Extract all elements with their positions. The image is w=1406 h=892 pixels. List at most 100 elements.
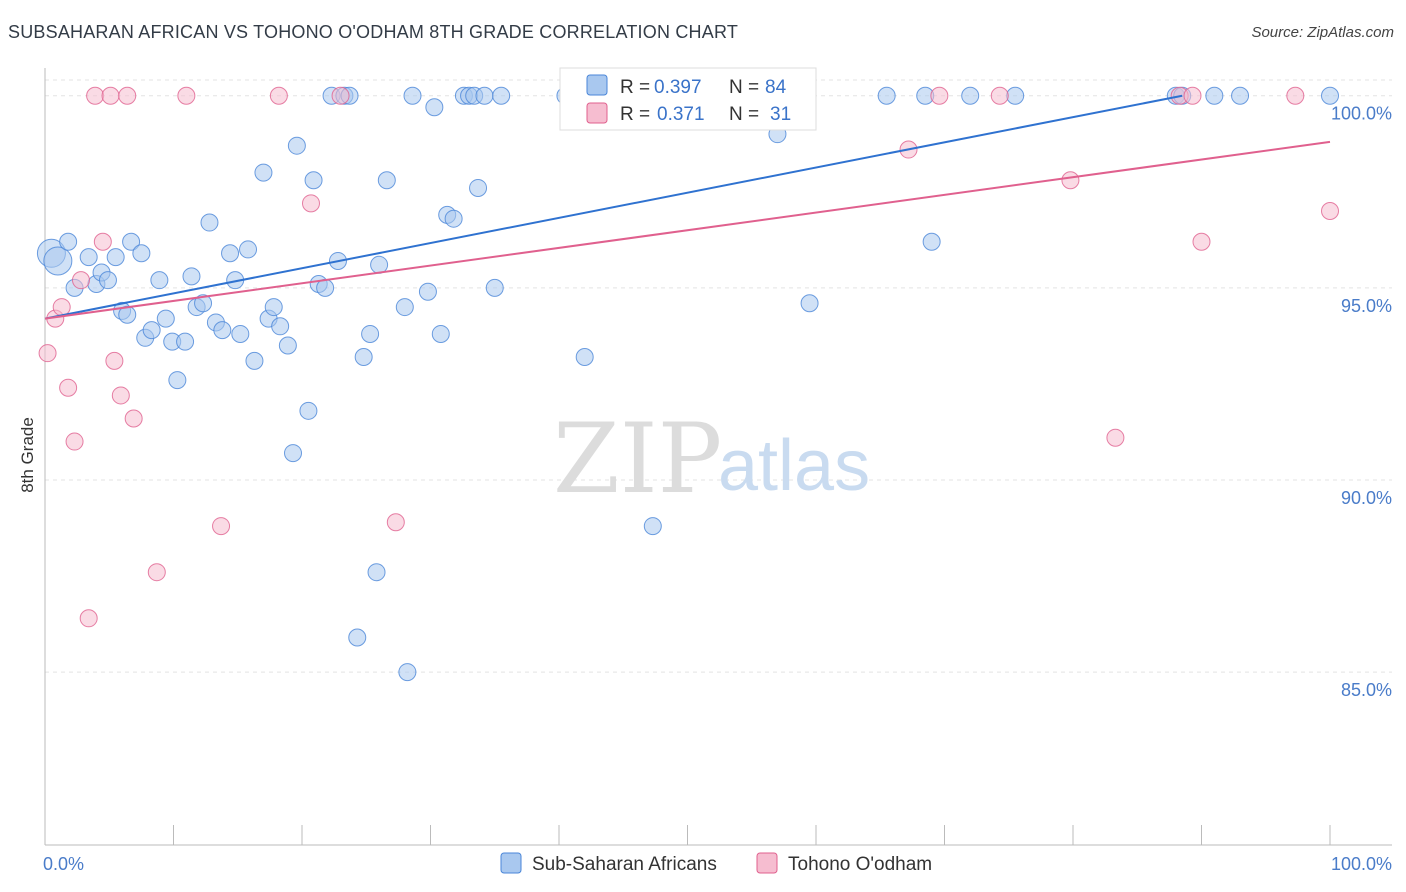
pink-point-30 bbox=[1321, 202, 1339, 221]
bottom-legend: Sub-Saharan Africans Tohono O'odham bbox=[500, 852, 932, 875]
blue-point-37 bbox=[287, 136, 306, 155]
blue-point-59 bbox=[444, 209, 463, 228]
blue-point-23 bbox=[200, 213, 219, 232]
blue-trend-line bbox=[44, 94, 1183, 320]
blue-point-18 bbox=[168, 371, 187, 390]
watermark-zip: ZIP bbox=[553, 403, 722, 515]
x-tick-label-1: 100.0% bbox=[1331, 854, 1392, 874]
blue-point-39 bbox=[304, 171, 323, 190]
blue-point-38 bbox=[299, 401, 318, 420]
blue-point-55 bbox=[418, 282, 437, 301]
blue-point-56 bbox=[425, 98, 444, 117]
pink-point-9 bbox=[101, 86, 120, 105]
blue-point-30 bbox=[245, 351, 264, 370]
blue-point-70 bbox=[643, 517, 662, 536]
blue-point-77 bbox=[961, 86, 980, 105]
blue-point-19 bbox=[176, 332, 195, 351]
blue-point-63 bbox=[469, 178, 488, 197]
chart-title: SUBSAHARAN AFRICAN VS TOHONO O'ODHAM 8TH… bbox=[8, 22, 739, 42]
blue-point-14 bbox=[142, 321, 161, 340]
legend-r-label-blue: R = bbox=[620, 77, 650, 98]
pink-point-23 bbox=[990, 86, 1009, 105]
bottom-legend-swatch-blue bbox=[500, 852, 522, 874]
pink-point-18 bbox=[301, 194, 320, 213]
blue-point-1 bbox=[43, 246, 73, 276]
blue-point-16 bbox=[156, 309, 175, 328]
x-tick-labels: 0.0% 100.0% bbox=[43, 854, 1392, 874]
blue-point-11 bbox=[122, 232, 141, 251]
blue-point-50 bbox=[370, 255, 389, 274]
legend-n-label-blue: N = bbox=[729, 77, 759, 98]
watermark-atlas: atlas bbox=[718, 426, 870, 506]
axes bbox=[44, 68, 1392, 846]
blue-point-47 bbox=[354, 348, 373, 367]
trend-lines bbox=[44, 94, 1331, 320]
blue-point-41 bbox=[316, 278, 335, 297]
y-tick-label-3: 100.0% bbox=[1331, 104, 1392, 124]
pink-point-8 bbox=[93, 232, 112, 251]
blue-point-7 bbox=[98, 271, 117, 290]
blue-point-51 bbox=[377, 171, 396, 190]
blue-point-2 bbox=[59, 232, 78, 251]
blue-point-33 bbox=[264, 298, 283, 317]
legend-r-label-pink: R = bbox=[620, 104, 650, 125]
bottom-legend-label-pink: Tohono O'odham bbox=[788, 854, 932, 875]
pink-point-13 bbox=[124, 409, 143, 428]
blue-point-10 bbox=[118, 305, 137, 324]
pink-point-2 bbox=[52, 298, 71, 317]
pink-point-10 bbox=[105, 351, 124, 370]
blue-point-64 bbox=[475, 86, 494, 105]
blue-point-34 bbox=[271, 317, 290, 336]
pink-point-20 bbox=[386, 513, 405, 532]
blue-point-31 bbox=[254, 163, 273, 182]
y-tick-label-0: 85.0% bbox=[1341, 680, 1392, 700]
pink-point-15 bbox=[177, 86, 196, 105]
legend-swatch-blue bbox=[586, 74, 608, 96]
pink-point-19 bbox=[331, 86, 350, 105]
blue-point-28 bbox=[231, 324, 250, 343]
blue-point-74 bbox=[877, 86, 896, 105]
blue-point-26 bbox=[221, 244, 240, 263]
blue-point-54 bbox=[403, 86, 422, 105]
pink-point-3 bbox=[59, 378, 78, 397]
blue-point-82 bbox=[1231, 86, 1250, 105]
legend-r-value-pink: 0.371 bbox=[657, 104, 705, 125]
pink-point-14 bbox=[147, 563, 166, 582]
y-axis-label: 8th Grade bbox=[18, 417, 37, 493]
pink-point-28 bbox=[1192, 232, 1211, 251]
legend-r-value-blue: 0.397 bbox=[654, 77, 702, 98]
pink-point-24 bbox=[1061, 171, 1080, 190]
blue-point-35 bbox=[278, 336, 297, 355]
pink-trend-line bbox=[44, 140, 1331, 320]
y-tick-label-1: 90.0% bbox=[1341, 488, 1392, 508]
blue-point-36 bbox=[284, 444, 303, 463]
pink-point-4 bbox=[65, 432, 84, 451]
bottom-legend-label-blue: Sub-Saharan Africans bbox=[532, 854, 717, 875]
blue-point-83 bbox=[1321, 86, 1339, 105]
pink-point-16 bbox=[212, 517, 231, 536]
pink-point-27 bbox=[1183, 86, 1202, 105]
pink-point-29 bbox=[1286, 86, 1305, 105]
blue-point-22 bbox=[194, 294, 213, 313]
pink-point-6 bbox=[79, 609, 98, 628]
blue-point-12 bbox=[132, 244, 151, 263]
blue-point-68 bbox=[575, 348, 594, 367]
grid-lines bbox=[45, 79, 1392, 673]
legend: R = 0.397 N = 84 R = 0.371 N = 31 bbox=[559, 67, 817, 131]
pink-point-12 bbox=[118, 86, 137, 105]
blue-point-4 bbox=[79, 248, 98, 267]
legend-n-value-blue: 84 bbox=[765, 77, 787, 98]
pink-point-5 bbox=[71, 271, 90, 290]
blue-point-25 bbox=[213, 321, 232, 340]
pink-point-7 bbox=[86, 86, 105, 105]
legend-n-value-pink: 31 bbox=[770, 104, 791, 125]
pink-point-22 bbox=[930, 86, 949, 105]
y-tick-label-2: 95.0% bbox=[1341, 296, 1392, 316]
blue-point-73 bbox=[800, 294, 819, 313]
blue-point-78 bbox=[1006, 86, 1025, 105]
pink-point-0 bbox=[38, 344, 57, 363]
pink-point-25 bbox=[1106, 428, 1125, 447]
blue-point-48 bbox=[361, 324, 380, 343]
pink-point-17 bbox=[269, 86, 288, 105]
